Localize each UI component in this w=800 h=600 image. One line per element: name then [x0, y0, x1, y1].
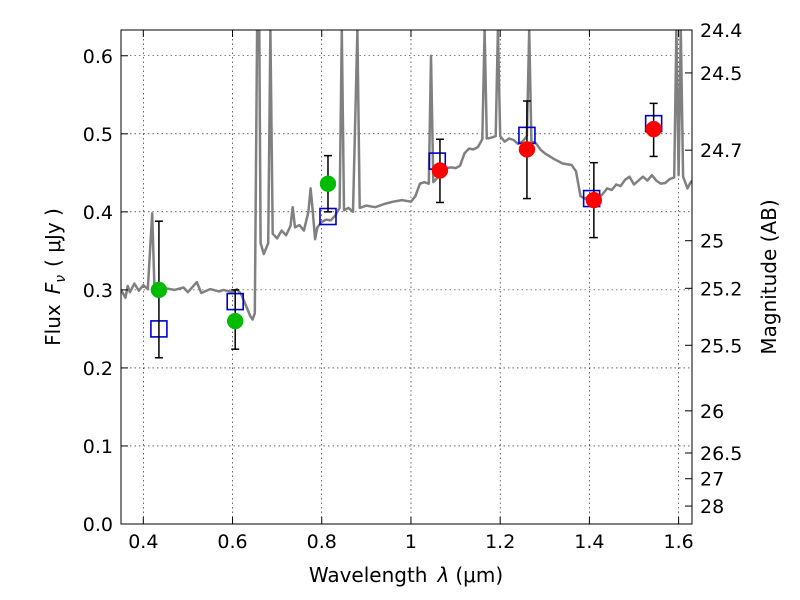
points-layer — [150, 100, 663, 359]
y-axis-title-prefix: Flux — [41, 304, 65, 346]
x-tick-label: 0.8 — [307, 531, 337, 553]
data-point-marker — [585, 191, 603, 209]
y2-tick-label: 25 — [700, 231, 724, 253]
y-tick-label: 0.0 — [83, 514, 113, 536]
x-tick-label: 0.6 — [217, 531, 247, 553]
x-tick-label: 1.6 — [664, 531, 694, 553]
data-point-marker — [226, 312, 244, 330]
x-tick-label: 0.4 — [128, 531, 158, 553]
y-tick-label: 0.2 — [83, 358, 113, 380]
y2-tick-label: 27 — [700, 469, 724, 491]
y2-tick-label: 24.5 — [700, 63, 742, 85]
y-axis-title-unit: ( μJy ) — [41, 208, 65, 267]
x-axis-title-unit: (μm) — [455, 563, 503, 587]
y-tick-label: 0.5 — [83, 124, 113, 146]
x-axis-title: Wavelength λ (μm) — [309, 563, 503, 587]
y-tick-label: 0.4 — [83, 202, 113, 224]
plot-frame — [120, 29, 693, 525]
data-point-marker — [319, 175, 337, 192]
ticks-layer: 0.4 0.6 0.8 1 1.2 1.4 1.6 0.0 0.1 0.2 0.3 0.4 0.5 0.6… — [83, 20, 743, 553]
y2-tick-label: 28 — [700, 496, 724, 518]
y-axis-title-symbol: F — [41, 282, 65, 294]
x-tick-label: 1 — [405, 531, 417, 553]
data-point-marker — [645, 120, 662, 138]
y2-tick-label: 24.4 — [700, 20, 742, 42]
y-axis-title-subscript: ν — [53, 275, 69, 283]
x-axis-title-prefix: Wavelength — [309, 563, 428, 587]
y-tick-label: 0.3 — [83, 280, 113, 302]
x-tick-label: 1.4 — [574, 531, 604, 553]
y2-tick-label: 25.2 — [700, 278, 742, 300]
y-tick-label: 0.6 — [83, 46, 113, 68]
y2-tick-label: 26.5 — [700, 443, 742, 465]
y2-axis-title: Magnitude (AB) — [757, 199, 781, 354]
y-axis-title: Flux Fν ( μJy ) — [41, 208, 69, 346]
x-axis-title-symbol: λ — [437, 563, 450, 587]
y-tick-label: 0.1 — [83, 436, 113, 458]
y2-tick-label: 25.5 — [700, 335, 742, 357]
y2-tick-label: 26 — [700, 401, 724, 423]
x-tick-label: 1.2 — [485, 531, 515, 553]
data-point-marker — [518, 141, 536, 158]
data-point-marker — [431, 162, 449, 179]
y2-tick-label: 24.7 — [700, 140, 742, 162]
plot-background — [121, 30, 692, 524]
data-point-marker — [150, 281, 168, 299]
